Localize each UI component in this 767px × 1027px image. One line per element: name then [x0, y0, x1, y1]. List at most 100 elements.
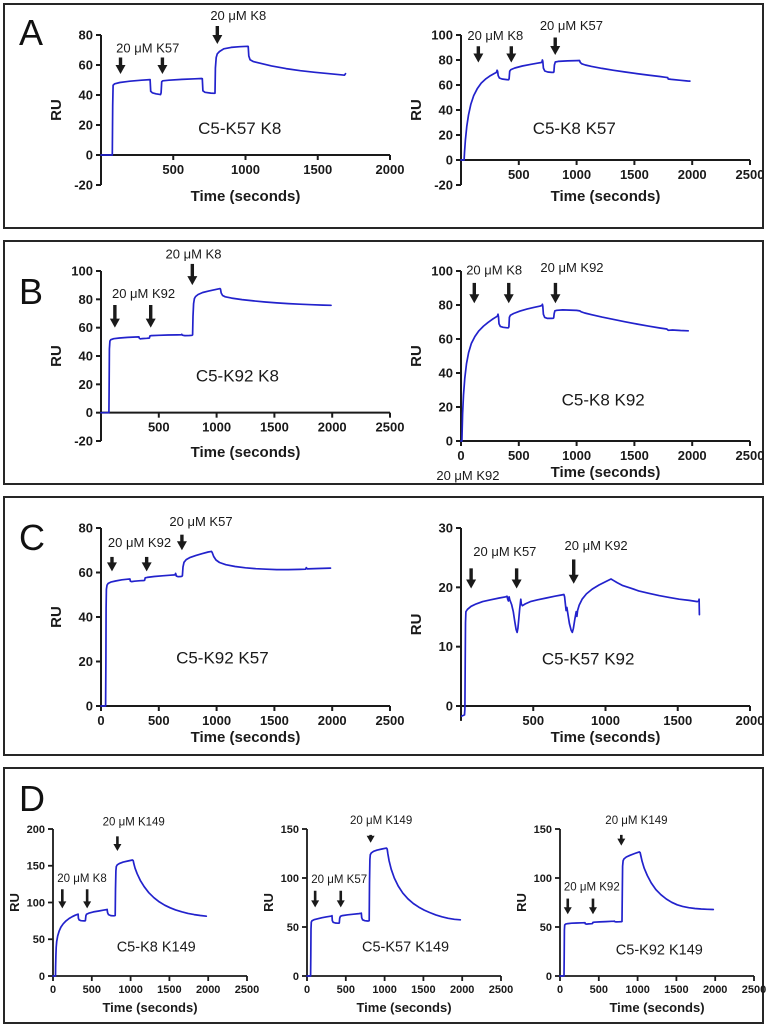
x-tick-label: 0	[303, 984, 309, 996]
injection-arrow-head	[336, 900, 345, 908]
y-tick-label: 80	[439, 53, 453, 68]
x-tick-label: 1000	[118, 984, 142, 996]
sensorgram-curve	[305, 847, 461, 977]
x-tick-label: 2500	[488, 984, 512, 996]
sensorgram-curve	[100, 45, 347, 156]
x-tick-label: 2500	[742, 984, 766, 996]
injection-arrow-head	[106, 562, 117, 572]
x-tick-label: 2000	[318, 420, 347, 435]
y-tick-label: 60	[79, 565, 93, 580]
x-axis-label: Time (seconds)	[102, 1000, 197, 1015]
injection-arrow-head	[115, 65, 126, 74]
x-axis-label: Time (seconds)	[191, 188, 301, 205]
panel-a-letter: A	[19, 12, 44, 53]
chart-label: C5-K57 K8	[198, 119, 281, 138]
injection-annotation: 20 μM K92	[564, 882, 620, 894]
y-tick-label: 0	[446, 153, 453, 168]
injection-annotation: 20 μM K57	[311, 874, 367, 886]
x-axis-label: Time (seconds)	[191, 444, 301, 461]
injection-arrow-head	[113, 844, 122, 852]
injection-arrow-head	[212, 35, 223, 44]
y-tick-label: 40	[439, 366, 453, 381]
y-tick-label: 0	[39, 971, 45, 983]
y-tick-label: 100	[280, 873, 298, 885]
injection-arrow-head	[588, 907, 597, 915]
x-tick-label: 1000	[202, 713, 231, 728]
y-tick-label: 0	[446, 699, 453, 714]
injection-arrow-head	[145, 318, 156, 328]
injection-arrow-head	[466, 579, 477, 589]
x-axis-label: Time (seconds)	[551, 729, 661, 746]
chart-c5-k57-k92: 0 10 20 30 500 1000 1500 2000 RU Time (seconds) C5…	[408, 521, 764, 746]
x-tick-label: 2500	[736, 448, 765, 463]
x-tick-label: 1000	[231, 162, 260, 177]
injection-arrow-head	[469, 294, 480, 304]
chart-c5-k92-k57: 0 20 40 60 80 0 500 1000 1500 2000 2500 RU Time (sec…	[48, 514, 404, 746]
chart-c5-k92-k8: -20 0 20 40 60 80 100 500 1000 1500 2000 2500 RU Time…	[48, 246, 404, 461]
injection-annotation: 20 μM K149	[605, 815, 667, 827]
x-tick-label: 500	[508, 167, 530, 182]
injection-annotation: 20 μM K149	[349, 815, 411, 827]
y-tick-label: 50	[540, 922, 552, 934]
x-tick-label: 1000	[562, 448, 591, 463]
x-axis-label: Time (seconds)	[609, 1000, 704, 1015]
injection-arrow-head	[109, 318, 120, 328]
y-tick-label: 20	[79, 377, 93, 392]
injection-annotation: 20 μM K8	[210, 8, 266, 23]
y-tick-label: 100	[431, 264, 453, 279]
y-axis-label: RU	[48, 606, 65, 628]
x-axis-label: Time (seconds)	[551, 188, 661, 205]
y-tick-label: 60	[439, 332, 453, 347]
y-tick-label: 80	[79, 521, 93, 536]
injection-annotation: 20 μM K8	[57, 873, 106, 885]
chart-c5-k8-k57: -20 0 20 40 60 80 100 500 1000 1500 2000 2500 RU Time…	[408, 18, 764, 205]
panel-a-plots: -20 0 20 40 60 80 500 1000 1500 2000 RU Time (secon…	[5, 5, 764, 225]
injection-annotation: 20 μM K92	[112, 286, 175, 301]
x-tick-label: 2000	[196, 984, 220, 996]
y-tick-label: 80	[439, 298, 453, 313]
y-tick-label: 80	[79, 292, 93, 307]
x-tick-label: 1000	[591, 713, 620, 728]
x-tick-label: 500	[162, 162, 184, 177]
x-tick-label: 1000	[372, 984, 396, 996]
injection-arrow-head	[568, 574, 579, 584]
y-tick-label: 60	[79, 320, 93, 335]
y-tick-label: -20	[434, 178, 453, 193]
y-tick-label: 20	[79, 654, 93, 669]
x-tick-label: 500	[590, 984, 608, 996]
y-tick-label: 100	[431, 28, 453, 43]
sensorgram-curve	[100, 550, 332, 707]
panel-d-plots: 0 50 100 150 200 0 500 1000 1500 2000 2500 RU Time (…	[5, 769, 766, 1016]
injection-annotation: 20 μM K8	[166, 246, 222, 261]
sensorgram-curve	[52, 859, 208, 977]
panel-d: D 0 50 100 150 200 0 500 1000 1500 2000 2500 RU Time…	[3, 767, 766, 1024]
y-axis-label: RU	[514, 893, 529, 912]
y-tick-label: 100	[534, 873, 552, 885]
injection-arrow-head	[506, 53, 517, 63]
injection-arrow-head	[617, 838, 626, 846]
y-tick-label: 20	[79, 118, 93, 133]
injection-arrow-head	[563, 907, 572, 915]
injection-arrow-head	[366, 835, 375, 843]
x-tick-label: 1000	[625, 984, 649, 996]
x-tick-label: 2500	[376, 420, 405, 435]
injection-arrow-head	[511, 579, 522, 589]
x-axis-label: Time (seconds)	[551, 464, 661, 481]
chart-label: C5-K92 K149	[616, 942, 703, 958]
sensorgram-curve	[460, 578, 701, 717]
y-axis-label: RU	[261, 893, 276, 912]
injection-arrow-head	[310, 900, 319, 908]
y-tick-label: 20	[439, 400, 453, 415]
y-tick-label: 150	[280, 824, 298, 836]
chart-label: C5-K8 K57	[533, 119, 616, 138]
chart-label: C5-K92 K8	[196, 367, 279, 386]
x-tick-label: 1500	[411, 984, 435, 996]
x-tick-label: 500	[508, 448, 530, 463]
injection-arrow-head	[141, 562, 152, 572]
x-tick-label: 1000	[562, 167, 591, 182]
x-tick-label: 2000	[449, 984, 473, 996]
